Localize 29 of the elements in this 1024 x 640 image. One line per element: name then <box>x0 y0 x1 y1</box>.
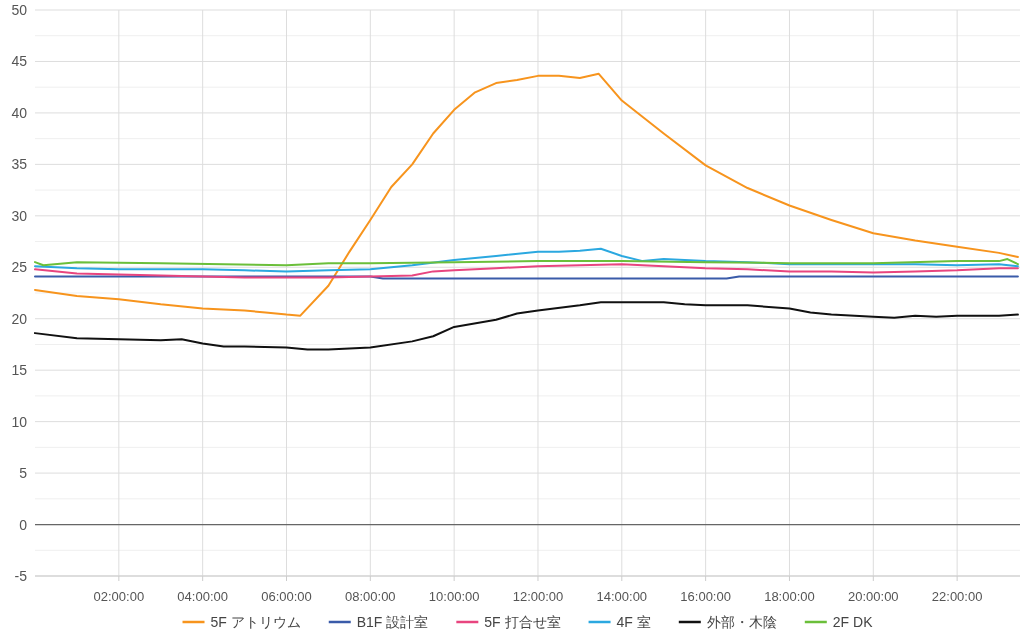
y-tick-label: -5 <box>14 568 28 584</box>
legend-label: 5F アトリウム <box>210 614 301 630</box>
y-tick-label: 40 <box>11 104 28 121</box>
y-tick-label: 5 <box>19 465 28 482</box>
legend-label: 5F 打合せ室 <box>484 614 561 630</box>
x-tick-label: 10:00:00 <box>428 589 480 604</box>
y-tick-label: 50 <box>11 2 28 18</box>
x-tick-label: 02:00:00 <box>93 589 145 604</box>
x-tick-label: 22:00:00 <box>931 589 983 604</box>
legend-label: 4F 室 <box>616 614 651 630</box>
y-tick-label: 25 <box>11 259 28 276</box>
y-tick-label: 35 <box>11 156 28 173</box>
y-tick-label: 10 <box>11 413 28 430</box>
x-tick-label: 20:00:00 <box>847 589 899 604</box>
x-tick-label: 18:00:00 <box>764 589 815 604</box>
y-tick-label: 20 <box>11 310 28 327</box>
legend-label: 外部・木陰 <box>706 614 777 630</box>
x-tick-label: 16:00:00 <box>680 589 731 604</box>
x-tick-label: 04:00:00 <box>177 589 228 604</box>
legend-label: 2F DK <box>832 614 874 630</box>
y-tick-label: 30 <box>11 207 28 224</box>
legend-label: B1F 設計室 <box>356 614 429 630</box>
y-tick-label: 0 <box>19 516 28 533</box>
x-tick-label: 06:00:00 <box>261 589 312 604</box>
y-tick-label: 15 <box>11 362 28 379</box>
x-tick-label: 12:00:00 <box>512 589 564 604</box>
x-tick-label: 08:00:00 <box>345 589 396 604</box>
y-tick-label: 45 <box>11 53 28 70</box>
x-tick-label: 14:00:00 <box>596 589 648 604</box>
